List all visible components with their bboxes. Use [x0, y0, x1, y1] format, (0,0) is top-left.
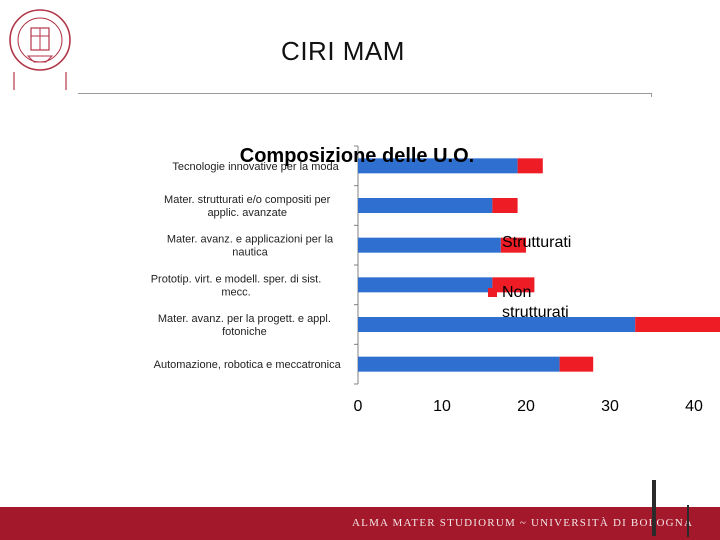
x-tick-label: 10	[433, 398, 451, 415]
bar-non-strutturati	[559, 356, 594, 372]
bar-non-strutturati	[635, 317, 720, 332]
footer-band: ALMA MATER STUDIORUM ~ UNIVERSITÀ DI BOL…	[0, 507, 720, 540]
legend-swatch	[488, 238, 497, 247]
bar-strutturati	[358, 237, 501, 253]
bar-non-strutturati	[492, 198, 518, 213]
footer-accent-bar-secondary	[687, 505, 689, 537]
bar-strutturati	[358, 317, 636, 332]
category-label: Mater. avanz. per la progett. e appl. fot…	[158, 313, 331, 338]
category-label: Mater. strutturati e/o compositi per appl…	[164, 194, 331, 219]
bar-non-strutturati	[492, 277, 535, 293]
category-label: Prototip. virt. e modell. sper. di sist.…	[151, 273, 322, 298]
legend-label: Strutturati	[502, 234, 571, 251]
chart-title: Composizione delle U.O.	[240, 145, 474, 167]
bar-strutturati	[358, 198, 493, 213]
category-label: Mater. avanz. e applicazioni per la nauti…	[167, 234, 334, 259]
university-seal-logo	[9, 9, 71, 90]
header-divider-tick	[651, 93, 652, 97]
legend-swatch	[488, 288, 497, 297]
category-label: Automazione, robotica e meccatronica	[154, 359, 342, 371]
bar-non-strutturati	[500, 237, 526, 253]
bar-strutturati	[358, 158, 518, 174]
x-tick-label: 20	[517, 398, 535, 415]
x-tick-label: 40	[685, 398, 703, 415]
x-tick-label: 0	[354, 398, 363, 415]
x-tick-label: 30	[601, 398, 619, 415]
header-divider	[78, 93, 652, 94]
legend-label: Non strutturati	[502, 284, 569, 321]
bar-non-strutturati	[517, 158, 543, 174]
bar-strutturati	[358, 356, 560, 372]
footer-university-name: ALMA MATER STUDIORUM ~ UNIVERSITÀ DI BOL…	[352, 517, 694, 529]
slide-title: CIRI MAM	[281, 36, 405, 66]
bar-strutturati	[358, 277, 493, 293]
category-label: Tecnologie innovative per la moda	[172, 161, 339, 173]
footer-accent-bar	[652, 480, 656, 536]
